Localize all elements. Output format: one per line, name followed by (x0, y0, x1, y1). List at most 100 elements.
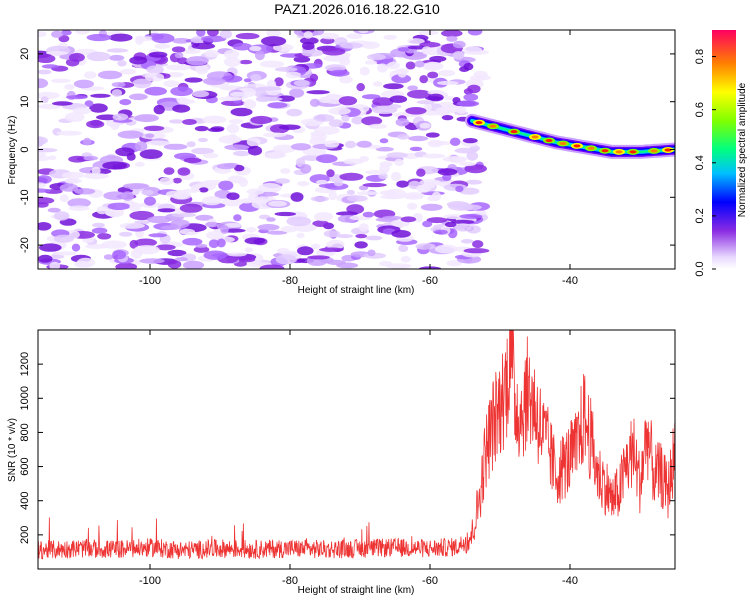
noise-blob (208, 239, 219, 249)
noise-blob (166, 72, 184, 78)
noise-blob (226, 192, 240, 200)
noise-blob (286, 216, 312, 227)
noise-blob (224, 144, 250, 151)
noise-blob (195, 214, 214, 221)
noise-blob (359, 155, 369, 163)
noise-blob (416, 184, 432, 193)
noise-blob (38, 78, 49, 89)
noise-blob (73, 79, 94, 89)
noise-blob (418, 30, 439, 36)
noise-blob (459, 66, 470, 72)
noise-blob (39, 243, 62, 252)
noise-blob (49, 261, 61, 269)
noise-blob (310, 196, 329, 202)
noise-blob (246, 188, 265, 195)
noise-blob (452, 40, 466, 49)
noise-blob (182, 188, 201, 193)
noise-blob (174, 257, 188, 262)
noise-blob (53, 211, 70, 221)
noise-blob (280, 168, 291, 174)
noise-blob (260, 60, 285, 68)
x-tick-label: -40 (562, 575, 578, 587)
noise-blob (65, 95, 88, 100)
noise-blob (414, 60, 425, 68)
noise-blob (38, 155, 51, 161)
noise-blob (56, 130, 83, 136)
snr-y-axis: 200 400 600 800 1000 1200 (19, 352, 675, 544)
noise-blob (268, 151, 287, 159)
noise-blob (323, 230, 341, 238)
noise-blob (364, 60, 378, 65)
noise-blob (224, 57, 241, 67)
noise-blob (420, 203, 443, 211)
colorbar: 0.0 0.2 0.4 0.6 0.8 Normalized spectral ampl… (694, 30, 748, 277)
noise-blob (275, 178, 290, 184)
noise-blob (159, 177, 174, 186)
noise-blob (106, 48, 129, 53)
noise-blob (75, 30, 90, 35)
noise-blob (67, 198, 91, 208)
noise-blob (266, 217, 276, 222)
noise-blob (97, 233, 112, 240)
noise-blob (276, 95, 295, 102)
noise-blob (441, 30, 463, 37)
noise-blob (354, 241, 368, 249)
noise-blob (289, 88, 305, 98)
noise-blob (449, 137, 461, 146)
noise-blob (301, 49, 324, 57)
noise-blob (407, 202, 418, 210)
colorbar-ticks: 0.0 0.2 0.4 0.6 0.8 (694, 49, 716, 277)
noise-blob (191, 42, 216, 50)
noise-blob (351, 116, 364, 125)
noise-blob (262, 132, 287, 138)
spectrogram-x-label: Height of straight line (km) (298, 285, 415, 296)
noise-blob (309, 73, 319, 82)
x-tick-label: -80 (282, 275, 298, 287)
snr-x-label: Height of straight line (km) (298, 585, 415, 596)
signal-hotspot-core (664, 148, 672, 152)
noise-blob (153, 104, 165, 115)
noise-blob (463, 46, 483, 55)
noise-blob (102, 161, 127, 170)
noise-blob (103, 254, 114, 260)
y-tick-label: -10 (19, 189, 31, 205)
noise-blob (254, 50, 265, 61)
noise-blob (362, 211, 375, 218)
noise-blob (154, 43, 170, 49)
x-tick-label: -100 (139, 275, 161, 287)
noise-blob (38, 188, 52, 193)
noise-blob (463, 248, 490, 254)
noise-blob (97, 70, 123, 80)
noise-blob (266, 30, 281, 38)
noise-blob (148, 51, 168, 58)
noise-blob (239, 59, 253, 65)
noise-blob (356, 83, 366, 92)
noise-blob (322, 47, 346, 56)
noise-blob (467, 30, 483, 36)
noise-blob (86, 33, 112, 42)
noise-blob (276, 248, 290, 255)
noise-blob (459, 161, 476, 167)
noise-blob (89, 103, 108, 113)
signal-hotspot-core (475, 121, 483, 125)
noise-blob (171, 46, 186, 53)
noise-blob (38, 222, 52, 231)
noise-blob (336, 211, 358, 216)
noise-blob (274, 211, 297, 217)
noise-blob (309, 98, 320, 107)
noise-blob (255, 96, 270, 103)
noise-blob (303, 31, 313, 39)
noise-blob (314, 212, 334, 222)
noise-blob (47, 207, 61, 213)
colorbar-tick-label: 0.8 (694, 49, 706, 64)
noise-blob (422, 220, 433, 228)
noise-blob (368, 123, 387, 129)
colorbar-label: Normalized spectral amplitude (737, 82, 748, 217)
noise-blob (465, 179, 483, 185)
noise-blob (176, 97, 189, 103)
noise-blob (201, 35, 227, 43)
noise-blob (391, 230, 411, 238)
noise-blob (408, 135, 429, 142)
noise-blob (400, 255, 411, 263)
noise-blob (182, 260, 205, 269)
